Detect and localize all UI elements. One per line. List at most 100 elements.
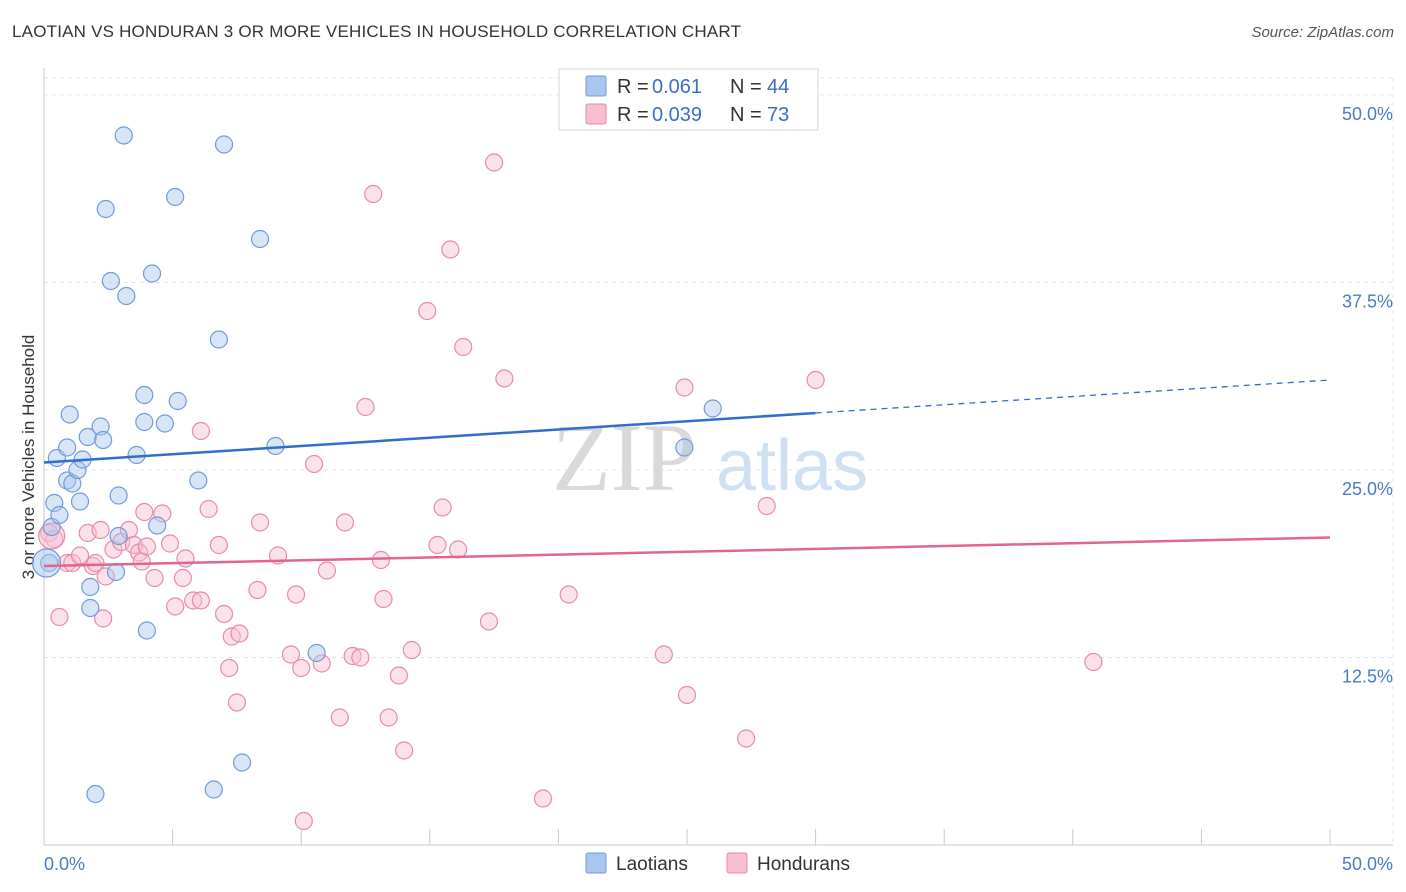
honduran-point-20 [145, 568, 164, 588]
laotian-point-4 [50, 505, 69, 525]
honduran-point-67 [533, 789, 553, 808]
honduran-point-50 [356, 397, 375, 417]
honduran-point-32 [220, 658, 239, 678]
honduran-point-43 [304, 454, 324, 474]
honduran-point-34 [227, 693, 246, 712]
legend-swatch-laotians [585, 75, 607, 97]
honduran-point-25 [176, 549, 195, 568]
laotian-point-32 [168, 391, 187, 411]
honduran-point-28 [191, 421, 210, 441]
legend-r-value-laotians: 0.061 [652, 76, 702, 98]
watermark-zip: ZIP [552, 404, 696, 511]
laotian-point-35 [209, 330, 228, 349]
bottom-legend-swatch-hondurans [726, 852, 748, 874]
laotian-trend-line [43, 411, 816, 464]
laotian-point-42 [703, 399, 722, 418]
honduran-point-59 [428, 535, 447, 555]
laotian-point-28 [142, 264, 162, 283]
honduran-point-8 [86, 553, 105, 573]
honduran-point-18 [135, 502, 154, 522]
laotian-point-15 [91, 417, 110, 436]
honduran-point-73 [757, 496, 776, 516]
honduran-point-58 [418, 301, 437, 321]
honduran-point-4 [63, 553, 82, 573]
laotian-point-20 [109, 526, 128, 546]
y-tick-label-2: 37.5% [1342, 292, 1393, 312]
laotian-point-22 [114, 126, 133, 145]
honduran-point-75 [1084, 652, 1103, 672]
laotian-point-2 [45, 493, 64, 513]
honduran-point-60 [433, 498, 452, 517]
honduran-point-31 [214, 604, 234, 624]
laotian-points [31, 126, 722, 804]
laotian-point-14 [81, 598, 100, 618]
laotian-point-43 [86, 784, 105, 804]
laotian-point-39 [266, 436, 285, 456]
honduran-point-41 [292, 658, 311, 678]
honduran-point-9 [91, 520, 110, 540]
laotian-point-37 [232, 753, 252, 772]
honduran-point-56 [394, 741, 414, 760]
laotian-trend-extension [815, 379, 1331, 414]
legend-swatch-hondurans [585, 103, 607, 125]
honduran-point-40 [286, 585, 306, 604]
honduran-point-19 [137, 537, 156, 556]
laotian-point-18 [101, 271, 120, 291]
honduran-point-24 [173, 568, 192, 588]
y-tick-label-1: 25.0% [1342, 479, 1393, 499]
trend-lines [43, 379, 1331, 568]
honduran-point-36 [248, 580, 267, 600]
laotian-cluster-point [31, 548, 62, 578]
y-axis-label: 3 or more Vehicles in Household [19, 335, 38, 580]
honduran-point-47 [335, 513, 355, 532]
chart-title: LAOTIAN VS HONDURAN 3 OR MORE VEHICLES I… [12, 22, 742, 41]
honduran-point-63 [454, 337, 473, 357]
laotian-point-34 [204, 780, 223, 799]
honduran-point-42 [294, 811, 313, 831]
honduran-point-74 [806, 370, 825, 390]
laotian-point-27 [137, 621, 156, 640]
honduran-point-45 [317, 561, 337, 580]
laotian-point-19 [106, 562, 126, 582]
honduran-point-29 [199, 499, 218, 519]
honduran-point-12 [104, 540, 123, 559]
laotian-point-6 [58, 438, 77, 457]
bottom-legend-swatch-laotians [585, 852, 607, 874]
laotian-point-40 [307, 643, 326, 663]
honduran-point-71 [677, 685, 697, 705]
bottom-legend: Laotians Hondurans [585, 852, 850, 875]
honduran-point-30 [209, 535, 228, 555]
honduran-point-54 [379, 708, 398, 727]
legend-n-label-hondurans: N = [730, 104, 762, 126]
bottom-legend-label-laotians: Laotians [616, 854, 688, 875]
honduran-point-69 [654, 645, 673, 664]
honduran-point-65 [485, 153, 504, 172]
honduran-point-57 [402, 640, 421, 660]
honduran-trend-line [43, 536, 1331, 568]
honduran-point-51 [364, 184, 383, 204]
laotian-point-12 [78, 427, 97, 447]
honduran-point-37 [250, 513, 270, 532]
honduran-point-21 [153, 504, 172, 523]
laotian-point-10 [70, 492, 90, 511]
honduran-point-48 [343, 646, 362, 666]
laotian-point-7 [60, 405, 79, 424]
laotian-point-21 [109, 486, 128, 505]
laotian-point-31 [166, 187, 185, 207]
legend-r-label-laotians: R = [617, 76, 649, 98]
legend-n-label-laotians: N = [730, 76, 762, 98]
x-tick-labels: 0.0% 50.0% [44, 854, 1393, 874]
honduran-point-52 [371, 550, 391, 570]
laotian-point-30 [155, 414, 174, 433]
honduran-point-53 [374, 589, 393, 609]
honduran-point-11 [96, 567, 115, 586]
laotian-point-29 [148, 516, 167, 535]
honduran-point-2 [50, 607, 69, 627]
laotian-point-33 [189, 471, 208, 490]
watermark-atlas: atlas [716, 426, 868, 506]
honduran-point-39 [281, 645, 301, 664]
legend-r-label-hondurans: R = [617, 104, 649, 126]
legend-n-value-laotians: 44 [767, 76, 789, 98]
legend-n-value-hondurans: 73 [767, 104, 789, 126]
